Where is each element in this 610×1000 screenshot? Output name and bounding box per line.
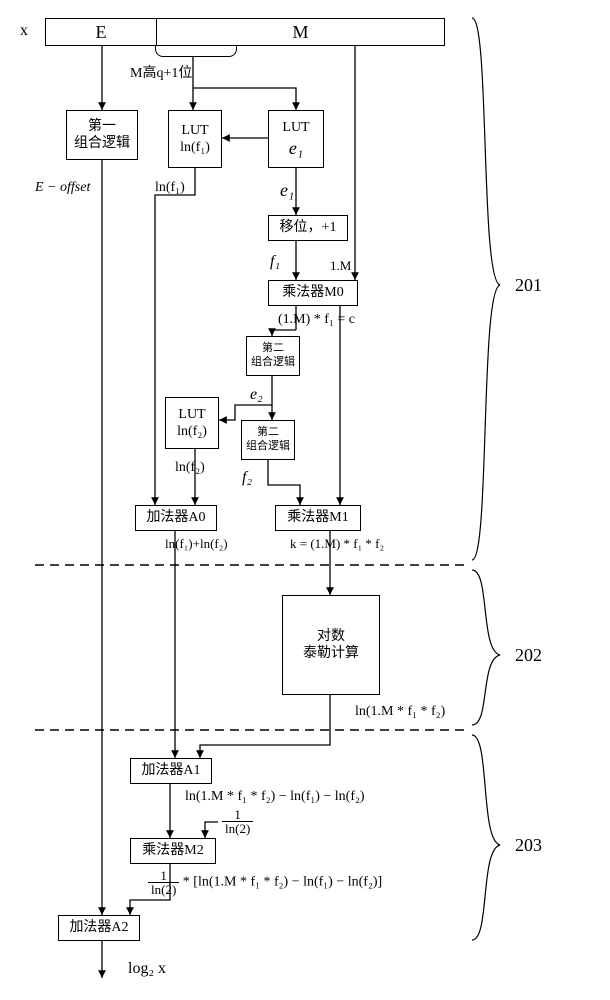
diagram-canvas: x E M M高q+1位 201 202 203 第一 组合逻辑 E − off…: [0, 0, 610, 1000]
input-register: E M: [45, 18, 445, 46]
lut-e1-l1: LUT: [282, 119, 309, 137]
m2-out-label: 1 ln(2) * [ln(1.M * f₁ * f₂) − ln(f₁) − …: [148, 869, 382, 896]
lut-lnf2-l1: LUT: [178, 406, 205, 424]
add-a2-box: 加法器A2: [58, 915, 140, 941]
lut-lnf2-box: LUT ln(f₂): [165, 397, 219, 449]
add-a0-box: 加法器A0: [135, 505, 217, 531]
logic2b-box: 第二 组合逻辑: [241, 420, 295, 460]
mul-m1-box: 乘法器M1: [275, 505, 361, 531]
e2-out-label: e₂: [250, 386, 263, 404]
mul-m0-label: 乘法器M0: [282, 284, 343, 302]
lut-lnf1-l1: LUT: [181, 122, 208, 140]
m2-const-den: ln(2): [222, 822, 253, 835]
m2-out-tail: * [ln(1.M * f₁ * f₂) − ln(f₁) − ln(f₂)]: [179, 875, 382, 890]
section-203-label: 203: [515, 835, 542, 856]
logic1-box: 第一 组合逻辑: [66, 110, 138, 160]
logic2a-l2: 组合逻辑: [251, 356, 295, 370]
m2-const: 1 ln(2): [222, 808, 253, 835]
taylor-l2: 泰勒计算: [303, 645, 359, 663]
logic2a-box: 第二 组合逻辑: [246, 336, 300, 376]
logic1-l2: 组合逻辑: [74, 135, 130, 153]
input-x-label: x: [20, 22, 28, 40]
section-201-label: 201: [515, 275, 542, 296]
e-offset-label: E − offset: [35, 180, 90, 196]
m2-out-num: 1: [148, 869, 179, 883]
mul-m1-label: 乘法器M1: [287, 509, 348, 527]
logic2b-l2: 组合逻辑: [246, 440, 290, 454]
m2-const-num: 1: [222, 808, 253, 822]
e-cell: E: [46, 19, 157, 45]
taylor-box: 对数 泰勒计算: [282, 595, 380, 695]
section-202-label: 202: [515, 645, 542, 666]
a0-out-label: ln(f₁)+ln(f₂): [165, 536, 228, 552]
e1-out-label: e₁: [280, 180, 294, 201]
lut-lnf1-l2: ln(f₁): [180, 139, 210, 157]
lut-lnf2-l2: ln(f₂): [177, 423, 207, 441]
shift-label: 移位，+1: [280, 219, 337, 237]
mul-m2-box: 乘法器M2: [130, 838, 216, 864]
add-a1-label: 加法器A1: [141, 762, 200, 780]
final-out-label: log₂ x: [128, 960, 166, 978]
f1-out-label: f₁: [270, 253, 280, 271]
taylor-l1: 对数: [317, 628, 345, 646]
add-a2-label: 加法器A2: [69, 919, 128, 937]
m-cell: M: [157, 19, 444, 45]
m0-out-label: (1.M) * f₁ = c: [278, 312, 355, 328]
one-m-label: 1.M: [330, 258, 351, 274]
lnf2-out-label: ln(f₂): [175, 460, 205, 476]
mul-m0-box: 乘法器M0: [268, 280, 358, 306]
f2-out-label: f₂: [242, 469, 252, 487]
m-high-label: M高q+1位: [130, 62, 192, 82]
add-a0-label: 加法器A0: [146, 509, 205, 527]
lut-e1-box: LUT e₁: [268, 110, 324, 168]
mul-m2-label: 乘法器M2: [142, 842, 203, 860]
logic2a-l1: 第二: [262, 342, 284, 356]
m1-out-label: k = (1.M) * f₁ * f₂: [290, 536, 384, 552]
logic1-l1: 第一: [88, 118, 116, 136]
lut-e1-l2: e₁: [289, 137, 303, 160]
lut-lnf1-box: LUT ln(f₁): [168, 110, 222, 168]
m-high-bracket: [155, 46, 237, 57]
m2-out-den: ln(2): [148, 883, 179, 896]
shift-box: 移位，+1: [268, 215, 348, 241]
taylor-out-label: ln(1.M * f₁ * f₂): [355, 704, 445, 720]
add-a1-box: 加法器A1: [130, 758, 212, 784]
a1-out-label: ln(1.M * f₁ * f₂) − ln(f₁) − ln(f₂): [185, 789, 365, 805]
logic2b-l1: 第二: [257, 426, 279, 440]
lnf1-out-label: ln(f₁): [155, 180, 185, 196]
